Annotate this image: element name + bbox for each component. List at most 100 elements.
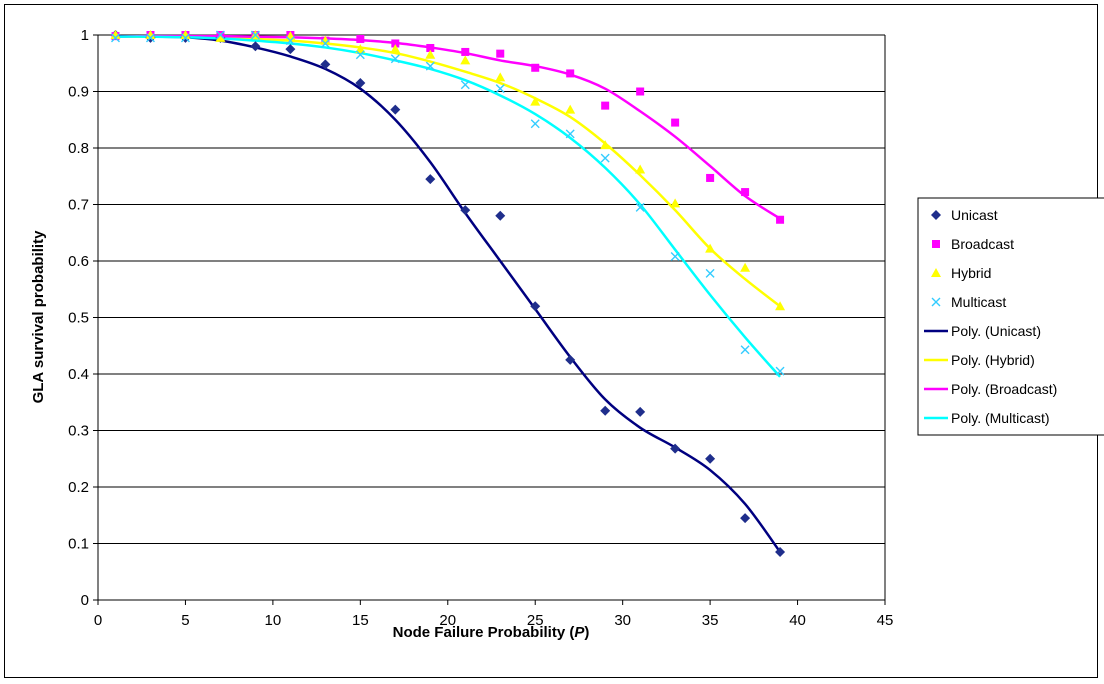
multicast-point <box>530 119 540 129</box>
broadcast-point <box>636 87 645 96</box>
unicast-point <box>460 205 471 216</box>
hybrid-point <box>320 35 331 45</box>
hybrid-point <box>740 262 751 272</box>
legend-label-poly-unicast: Poly. (Unicast) <box>951 323 1041 339</box>
legend-marker-multicast <box>931 297 941 307</box>
multicast-point <box>250 30 260 40</box>
unicast-point <box>390 104 401 115</box>
unicast-point <box>775 546 786 557</box>
x-tick-label: 10 <box>265 612 282 629</box>
broadcast-point <box>706 173 715 182</box>
hybrid-point <box>635 164 646 174</box>
broadcast-point <box>776 215 785 224</box>
y-tick-label: 0.6 <box>68 253 89 270</box>
multicast-point <box>285 36 295 46</box>
y-axis-title: GLA survival probability <box>30 230 47 403</box>
multicast-point <box>670 251 680 261</box>
hybrid-point <box>530 96 541 106</box>
hybrid-point <box>565 104 576 114</box>
legend-marker-hybrid <box>931 268 941 277</box>
legend-label-multicast: Multicast <box>951 294 1006 310</box>
y-tick-label: 0.8 <box>68 140 89 157</box>
x-axis-title: Node Failure Probability (P) <box>393 624 590 641</box>
broadcast-point <box>741 188 750 197</box>
multicast-point <box>600 153 610 163</box>
unicast-point <box>565 354 576 365</box>
hybrid-point <box>355 44 366 54</box>
x-tick-label: 5 <box>181 612 189 629</box>
unicast-point <box>635 406 646 417</box>
x-tick-label: 30 <box>614 612 631 629</box>
x-tick-label: 20 <box>439 612 456 629</box>
y-tick-label: 0.7 <box>68 197 89 214</box>
x-tick-label: 0 <box>94 612 102 629</box>
multicast-point <box>635 202 645 212</box>
broadcast-point <box>461 47 470 56</box>
hybrid-point <box>215 32 226 42</box>
plot-area: 00.10.20.30.40.50.60.70.80.910 5 10 15 20 25 3… <box>68 27 893 629</box>
hybrid-point <box>425 49 436 59</box>
broadcast-point <box>601 101 610 110</box>
y-tick-label: 0.9 <box>68 84 89 101</box>
multicast-point <box>390 54 400 64</box>
legend-label-broadcast: Broadcast <box>951 236 1014 252</box>
multicast-point <box>775 366 785 376</box>
multicast-point <box>355 50 365 60</box>
hybrid-point <box>180 30 191 39</box>
unicast-point <box>705 453 716 464</box>
x-tick-label: 15 <box>352 612 369 629</box>
y-tick-label: 0.5 <box>68 310 89 327</box>
hybrid-point <box>600 140 611 150</box>
axes <box>93 34 886 605</box>
legend-label-poly-hybrid: Poly. (Hybrid) <box>951 352 1035 368</box>
hybrid-point <box>705 243 716 253</box>
legend-box <box>917 197 1104 436</box>
hybrid-point <box>460 55 471 65</box>
legend-label-poly-broadcast: Poly. (Broadcast) <box>951 381 1057 397</box>
y-tick-label: 0.3 <box>68 423 89 440</box>
multicast-point <box>215 30 225 40</box>
y-tick-label: 0.1 <box>68 536 89 553</box>
legend-label-hybrid: Hybrid <box>951 265 991 281</box>
x-tick-label: 45 <box>877 612 894 629</box>
multicast-point <box>425 61 435 71</box>
multicast-point <box>495 84 505 94</box>
unicast-point <box>530 301 541 312</box>
hybrid-point <box>775 301 786 311</box>
x-tick-label: 40 <box>789 612 806 629</box>
multicast-point <box>565 129 575 139</box>
legend-marker-unicast <box>931 210 941 220</box>
unicast-point <box>495 210 506 221</box>
x-tick-label: 35 <box>702 612 719 629</box>
legend: Unicast Broadcast Hybrid Multicast Poly. (Un… <box>917 197 1104 436</box>
unicast-point <box>425 174 436 185</box>
unicast-point <box>670 443 681 454</box>
multicast-point <box>460 80 470 90</box>
multicast-point <box>110 33 120 43</box>
y-tick-label: 1 <box>81 27 89 44</box>
tick-labels: 00.10.20.30.40.50.60.70.80.910 5 10 15 20 25 3… <box>68 27 893 629</box>
unicast-point <box>740 513 751 524</box>
data-markers <box>110 30 786 557</box>
y-tick-label: 0.2 <box>68 479 89 496</box>
unicast-point <box>600 405 611 416</box>
unicast-point <box>320 59 331 70</box>
multicast-point <box>705 268 715 278</box>
hybrid-point <box>390 44 401 54</box>
hybrid-point <box>145 30 156 39</box>
y-tick-label: 0 <box>81 592 89 609</box>
x-tick-label: 25 <box>527 612 544 629</box>
hybrid-point <box>495 72 506 82</box>
broadcast-point <box>426 43 435 52</box>
unicast-point <box>250 41 261 52</box>
legend-label-poly-multicast: Poly. (Multicast) <box>951 410 1050 426</box>
broadcast-point <box>356 34 365 43</box>
legend-marker-broadcast <box>932 240 940 248</box>
multicast-point <box>740 345 750 355</box>
y-tick-label: 0.4 <box>68 366 89 383</box>
unicast-point <box>285 44 296 55</box>
hybrid-point <box>670 198 681 208</box>
multicast-point <box>320 38 330 48</box>
multicast-point <box>145 33 155 43</box>
